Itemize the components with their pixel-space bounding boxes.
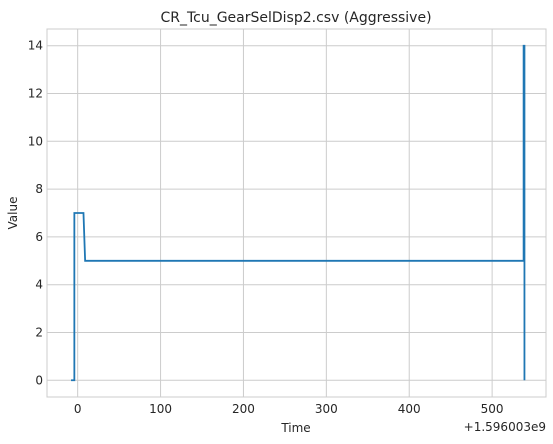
x-tick-label: 400 xyxy=(398,402,421,416)
y-tick-label: 4 xyxy=(35,278,43,292)
x-tick-label: 300 xyxy=(315,402,338,416)
x-tick-label: 200 xyxy=(232,402,255,416)
x-tick-label: 0 xyxy=(74,402,82,416)
y-tick-label: 14 xyxy=(28,39,43,53)
plot-frame xyxy=(46,28,547,398)
x-offset-label: +1.596003e9 xyxy=(464,420,546,434)
y-tick-label: 2 xyxy=(35,325,43,339)
y-tick-label: 12 xyxy=(28,87,43,101)
y-tick-label: 10 xyxy=(28,134,43,148)
series-line xyxy=(71,44,526,382)
x-axis-label: Time xyxy=(280,421,310,435)
series-group xyxy=(71,44,526,382)
x-ticks: 0 100 200 300 400 500 xyxy=(74,402,504,416)
y-tick-label: 0 xyxy=(35,373,43,387)
grid xyxy=(47,29,546,397)
y-axis-label: Value xyxy=(6,197,20,230)
x-tick-label: 500 xyxy=(481,402,504,416)
y-tick-label: 6 xyxy=(35,230,43,244)
y-tick-label: 8 xyxy=(35,182,43,196)
chart-title: CR_Tcu_GearSelDisp2.csv (Aggressive) xyxy=(160,10,431,26)
x-tick-label: 100 xyxy=(149,402,172,416)
y-ticks: 0 2 4 6 8 10 12 14 xyxy=(28,39,43,388)
